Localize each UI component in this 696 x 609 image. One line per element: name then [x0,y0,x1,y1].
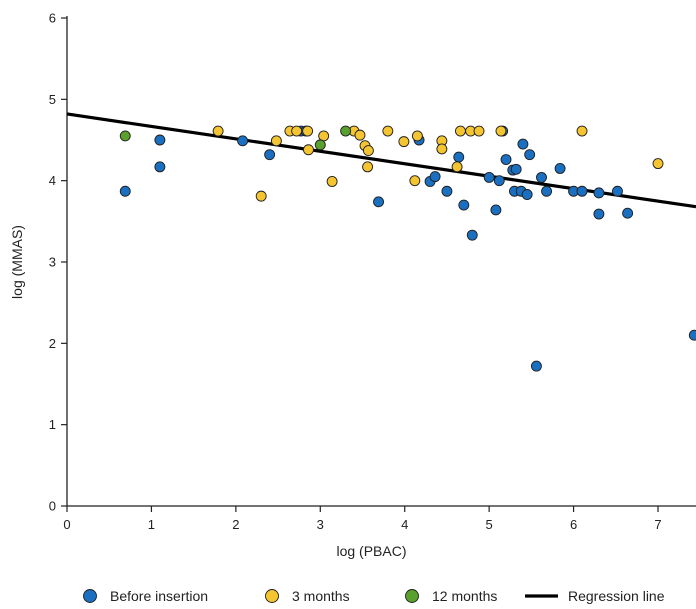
y-tick-label: 2 [49,336,56,351]
legend-label-before-insertion: Before insertion [110,588,208,604]
data-point-before-insertion [536,171,547,183]
data-point-before-insertion [441,185,453,197]
x-tick-label: 2 [232,517,239,532]
data-point-3-months [454,125,466,137]
data-point-3-months [436,143,448,155]
data-point-3-months [326,176,338,187]
regression-line [66,112,696,209]
data-point-3-months [362,145,374,157]
data-point-before-insertion [688,329,696,341]
data-point-before-insertion [593,187,605,199]
data-point-12-months [340,125,352,137]
data-point-before-insertion [524,149,536,161]
tick-labels: 0 1 2 3 4 5 6 0 1 2 3 4 5 6 7 [49,11,662,533]
data-point-12-months [314,139,326,151]
data-point-before-insertion [517,138,529,150]
data-point-before-insertion [154,134,166,146]
y-tick-label: 3 [49,255,56,270]
legend-marker-12-months [405,589,419,603]
data-point-3-months [212,125,224,137]
data-point-3-months [291,125,303,137]
x-tick-label: 4 [401,517,408,532]
x-tick-label: 6 [570,517,577,532]
axes [61,16,696,512]
data-point-before-insertion [373,196,384,208]
data-point-3-months [411,130,423,142]
data-point-before-insertion [466,229,478,241]
legend-label-regression-line: Regression line [568,588,665,604]
data-point-before-insertion [622,207,634,219]
data-point-before-insertion [264,149,276,161]
x-tick-label: 1 [148,517,155,532]
y-axis-label: log (MMAS) [9,225,25,299]
y-tick-label: 0 [49,499,56,514]
data-point-before-insertion [429,171,441,183]
y-tick-label: 5 [49,92,56,107]
x-tick-label: 5 [486,517,493,532]
legend-label-3-months: 3 months [292,588,350,604]
data-point-3-months [303,144,314,156]
regression-line-group [66,112,696,209]
data-point-before-insertion [510,163,522,175]
data-point-before-insertion [593,208,605,220]
data-point-before-insertion [483,171,495,183]
data-point-12-months [119,130,131,142]
y-tick-label: 4 [49,173,56,188]
data-point-3-months [576,125,588,137]
data-point-before-insertion [154,161,166,173]
x-tick-label: 7 [654,517,661,532]
data-point-3-months [362,161,374,173]
data-point-before-insertion [490,204,502,216]
data-point-before-insertion [458,199,470,211]
data-point-before-insertion [554,163,566,174]
y-tick-label: 6 [49,11,56,26]
data-point-3-months [255,190,267,202]
data-point-before-insertion [576,185,588,197]
data-point-3-months [409,175,421,187]
data-points [119,125,696,372]
x-tick-label: 3 [317,517,324,532]
data-point-before-insertion [453,151,465,163]
y-tick-label: 1 [49,417,56,432]
legend: Before insertion 3 months 12 months Regr… [83,588,665,604]
data-point-3-months [495,125,507,137]
data-point-3-months [652,158,664,170]
data-point-before-insertion [237,135,249,147]
data-point-3-months [398,136,410,148]
legend-marker-3-months [265,589,279,603]
data-point-3-months [382,125,394,137]
x-axis-label: log (PBAC) [336,543,406,559]
legend-label-12-months: 12 months [432,588,497,604]
data-point-3-months [354,129,366,141]
data-point-before-insertion [493,175,505,187]
data-point-3-months [451,161,463,173]
data-point-3-months [302,125,314,137]
data-point-before-insertion [521,189,533,200]
data-point-3-months [270,135,282,147]
data-point-before-insertion [530,360,542,372]
data-point-before-insertion [612,185,623,197]
data-point-before-insertion [500,154,512,165]
data-point-before-insertion [541,185,553,197]
data-point-3-months [473,125,485,137]
x-tick-label: 0 [63,517,70,532]
data-point-before-insertion [119,185,131,197]
legend-marker-before-insertion [83,589,97,603]
